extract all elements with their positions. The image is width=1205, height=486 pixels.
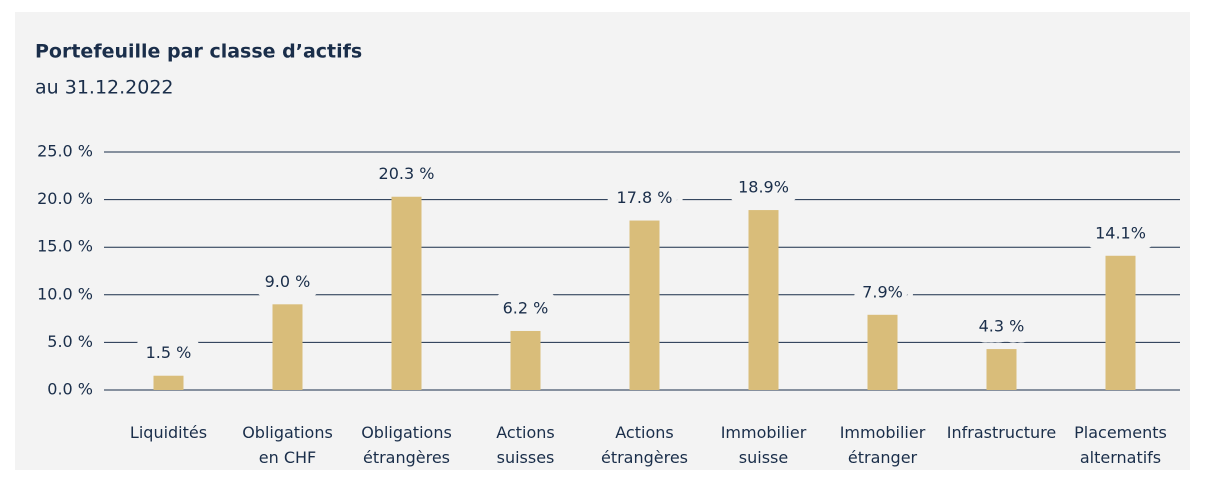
y-tick-label: 0.0 % <box>47 380 93 399</box>
x-tick-label: Actions suisses <box>496 423 554 467</box>
bar <box>748 210 779 390</box>
bar <box>153 375 184 390</box>
value-label: 4.3 % <box>979 317 1025 336</box>
y-tick-label: 15.0 % <box>37 237 93 256</box>
bar <box>391 196 422 390</box>
bar <box>510 330 541 390</box>
x-tick-label: Immobilier étranger <box>840 423 926 467</box>
y-tick-label: 10.0 % <box>37 284 93 303</box>
x-tick-label: Infrastructure <box>947 423 1056 442</box>
bar <box>1105 255 1136 390</box>
value-label: 6.2 % <box>503 298 549 317</box>
x-tick-label: Obligations étrangères <box>361 423 452 467</box>
x-tick-label: Placements alternatifs <box>1074 423 1167 467</box>
y-tick-label: 20.0 % <box>37 189 93 208</box>
chart-subtitle: au 31.12.2022 <box>35 77 174 99</box>
y-tick-label: 25.0 % <box>37 142 93 161</box>
value-label: 20.3 % <box>379 164 435 183</box>
value-label: 7.9% <box>862 282 903 301</box>
bar <box>986 349 1017 390</box>
value-label: 18.9% <box>738 178 789 197</box>
x-tick-label: Actions étrangères <box>601 423 688 467</box>
y-tick-label: 5.0 % <box>47 332 93 351</box>
value-label: 17.8 % <box>617 188 673 207</box>
value-label: 14.1% <box>1095 223 1146 242</box>
x-tick-label: Immobilier suisse <box>721 423 807 467</box>
x-tick-label: Liquidités <box>130 423 207 442</box>
bar <box>629 220 660 390</box>
x-tick-label: Obligations en CHF <box>242 423 333 467</box>
bar <box>272 304 303 390</box>
value-label: 1.5 % <box>146 343 192 362</box>
panel <box>15 12 1190 470</box>
value-label: 9.0 % <box>265 272 311 291</box>
bar <box>867 314 898 390</box>
chart-title: Portefeuille par classe d’actifs <box>35 41 362 63</box>
